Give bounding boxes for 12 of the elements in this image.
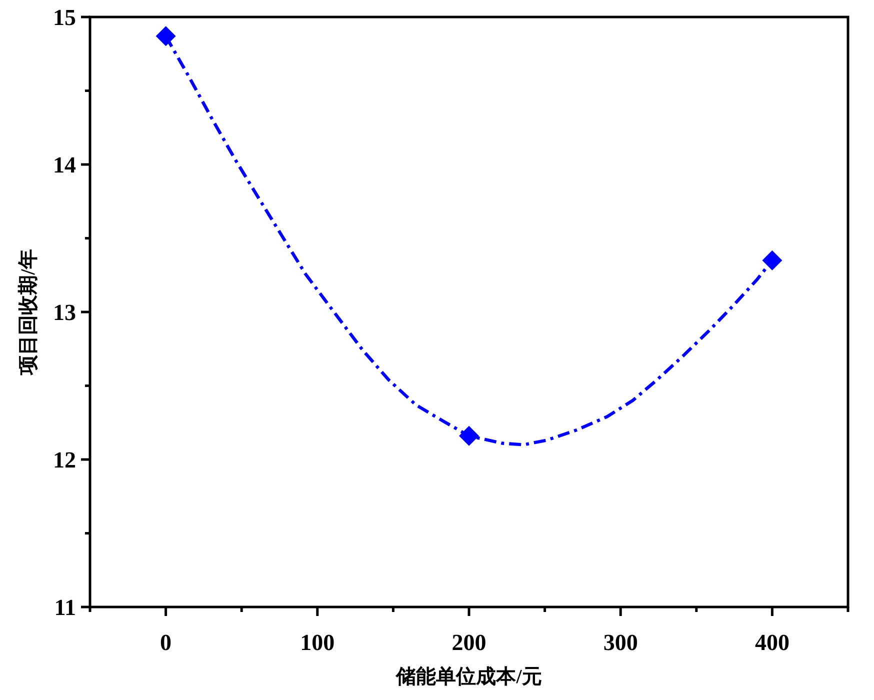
x-tick-label: 200 <box>452 630 486 655</box>
x-tick-label: 300 <box>603 630 638 655</box>
x-tick-label: 400 <box>754 630 790 655</box>
y-tick-label: 13 <box>53 300 76 325</box>
y-tick-label: 12 <box>53 448 76 472</box>
y-axis-title: 项目回收期/年 <box>18 249 40 376</box>
x-tick-label: 100 <box>300 630 335 655</box>
y-tick-label: 15 <box>53 5 76 30</box>
x-tick-label: 0 <box>160 630 172 655</box>
y-tick-label: 14 <box>53 152 76 178</box>
y-tick-label: 11 <box>54 595 76 620</box>
x-axis-title: 储能单位成本/元 <box>395 665 542 688</box>
